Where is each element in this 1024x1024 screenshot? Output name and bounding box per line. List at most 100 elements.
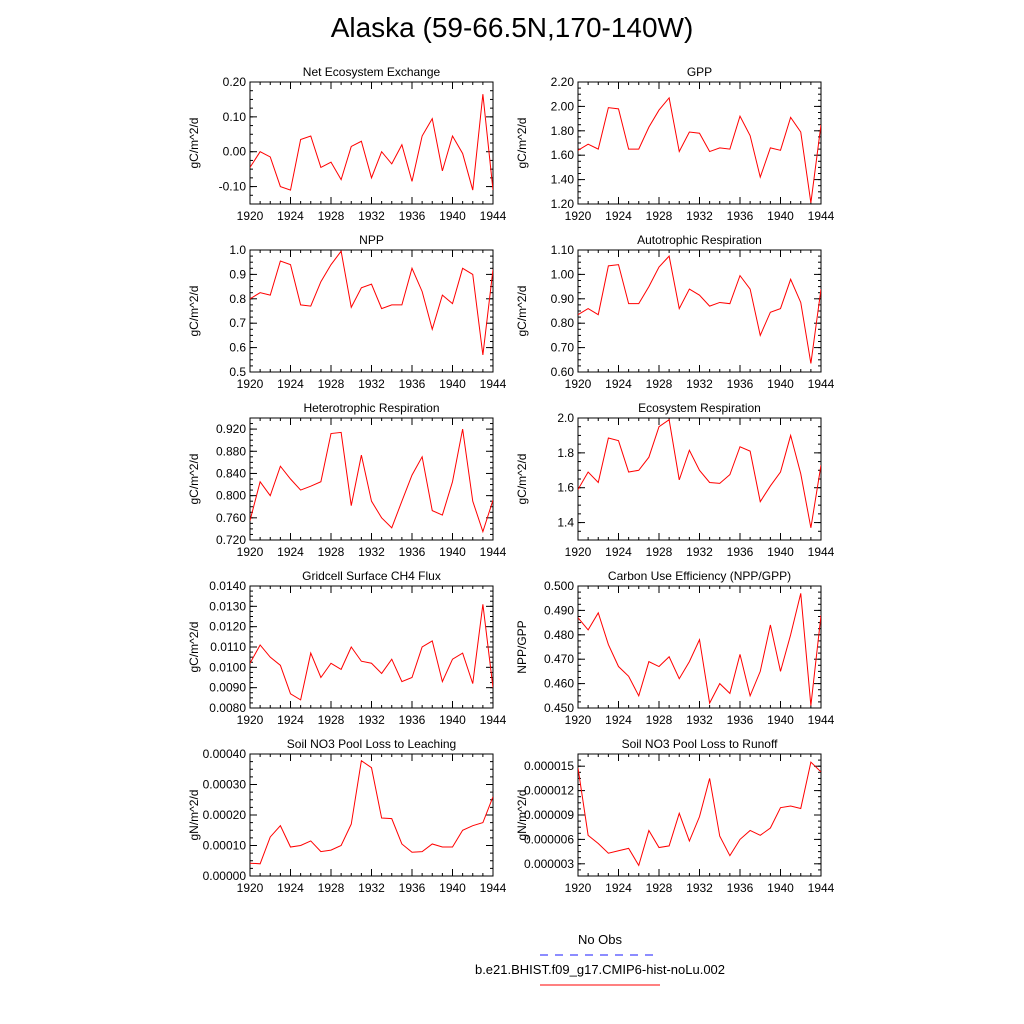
x-tick-label: 1928 [646, 713, 673, 727]
x-tick-label: 1940 [439, 377, 466, 391]
y-tick-label: 0.5 [229, 365, 246, 379]
y-tick-label: 1.80 [551, 124, 575, 138]
x-tick-label: 1940 [439, 713, 466, 727]
y-axis-label: gC/m^2/d [187, 286, 201, 337]
plot-frame [249, 417, 494, 541]
x-tick-label: 1924 [605, 377, 632, 391]
y-tick-label: 0.10 [223, 110, 247, 124]
x-tick-label: 1920 [237, 209, 264, 223]
x-tick-label: 1940 [767, 713, 794, 727]
chart-panel-7: Gridcell Surface CH4 Flux gC/m^2/d 0.0080 0… [187, 569, 507, 727]
y-tick-label: 0.00 [223, 145, 247, 159]
y-tick-label: 1.8 [557, 446, 574, 460]
y-tick-label: 1.60 [551, 148, 575, 162]
x-tick-label: 1928 [646, 377, 673, 391]
x-tick-label: 1920 [565, 545, 592, 559]
x-tick-label: 1944 [808, 713, 835, 727]
y-tick-label: 0.7 [229, 316, 246, 330]
y-tick-label: 0.80 [551, 316, 575, 330]
y-tick-label: 0.000012 [524, 784, 574, 798]
x-tick-label: 1940 [767, 209, 794, 223]
plot-frame [249, 249, 494, 373]
x-tick-label: 1944 [480, 545, 507, 559]
x-tick-label: 1928 [646, 545, 673, 559]
x-tick-label: 1932 [358, 881, 385, 895]
y-tick-label: 0.500 [544, 579, 574, 593]
x-tick-label: 1944 [808, 881, 835, 895]
y-tick-label: 0.0130 [209, 599, 246, 613]
panel-title: Net Ecosystem Exchange [303, 65, 441, 79]
y-tick-label: 0.840 [216, 466, 246, 480]
y-tick-label: 0.0090 [209, 681, 246, 695]
plot-frame [577, 585, 822, 709]
panel-title: GPP [687, 65, 712, 79]
y-axis-label: gN/m^2/d [515, 790, 529, 841]
x-tick-label: 1928 [318, 713, 345, 727]
y-tick-label: 0.490 [544, 603, 574, 617]
x-tick-label: 1944 [480, 377, 507, 391]
panel-title: Carbon Use Efficiency (NPP/GPP) [608, 569, 791, 583]
series-line [578, 593, 821, 706]
y-tick-label: 2.00 [551, 99, 575, 113]
chart-panel-6: Ecosystem Respiration gC/m^2/d 1.4 1.6 1.8 2.… [515, 401, 835, 559]
x-tick-label: 1920 [565, 209, 592, 223]
y-tick-label: 0.70 [551, 341, 575, 355]
x-tick-label: 1936 [727, 209, 754, 223]
x-tick-label: 1936 [399, 545, 426, 559]
x-tick-label: 1944 [808, 545, 835, 559]
y-tick-label: 2.20 [551, 75, 575, 89]
legend-model-label: b.e21.BHIST.f09_g17.CMIP6-hist-noLu.002 [474, 962, 726, 977]
x-tick-label: 1936 [727, 713, 754, 727]
x-tick-label: 1920 [237, 881, 264, 895]
y-tick-label: 0.0140 [209, 579, 246, 593]
legend-obs-label: No Obs [577, 932, 623, 947]
series-line [250, 250, 493, 355]
series-line [250, 94, 493, 191]
y-tick-label: 0.60 [551, 365, 575, 379]
x-tick-label: 1932 [358, 209, 385, 223]
y-tick-label: 0.00010 [203, 839, 247, 853]
y-tick-label: -0.10 [219, 180, 247, 194]
x-tick-label: 1924 [605, 713, 632, 727]
panel-title: Ecosystem Respiration [638, 401, 761, 415]
x-tick-label: 1944 [808, 377, 835, 391]
x-tick-label: 1920 [237, 545, 264, 559]
y-tick-label: 1.00 [551, 267, 575, 281]
y-tick-label: 0.450 [544, 701, 574, 715]
x-tick-label: 1924 [605, 881, 632, 895]
x-tick-label: 1920 [565, 881, 592, 895]
x-tick-label: 1940 [767, 545, 794, 559]
x-tick-label: 1940 [767, 881, 794, 895]
x-tick-label: 1928 [646, 209, 673, 223]
x-tick-label: 1928 [646, 881, 673, 895]
series-line [250, 759, 493, 865]
x-tick-label: 1924 [605, 209, 632, 223]
x-tick-label: 1940 [439, 209, 466, 223]
x-tick-label: 1924 [277, 377, 304, 391]
x-tick-label: 1924 [277, 209, 304, 223]
figure-title: Alaska (59-66.5N,170-140W) [330, 12, 694, 43]
y-tick-label: 0.8 [229, 292, 246, 306]
panel-title: Soil NO3 Pool Loss to Runoff [622, 737, 779, 751]
chart-panel-1: Net Ecosystem Exchange gC/m^2/d -0.10 0.00 0… [187, 65, 507, 223]
panel-title: Autotrophic Respiration [637, 233, 762, 247]
y-tick-label: 0.470 [544, 652, 574, 666]
x-tick-label: 1936 [727, 545, 754, 559]
y-tick-label: 0.20 [223, 75, 247, 89]
panel-title: NPP [359, 233, 384, 247]
y-tick-label: 0.0100 [209, 660, 246, 674]
x-tick-label: 1936 [727, 377, 754, 391]
x-tick-label: 1920 [237, 377, 264, 391]
x-tick-label: 1940 [439, 545, 466, 559]
y-tick-label: 0.000009 [524, 808, 574, 822]
y-axis-label: gC/m^2/d [187, 454, 201, 505]
y-tick-label: 0.6 [229, 341, 246, 355]
x-tick-label: 1928 [318, 209, 345, 223]
series-line [578, 761, 821, 867]
y-tick-label: 0.720 [216, 533, 246, 547]
chart-panel-2: GPP gC/m^2/d 1.20 1.40 1.60 1.80 2.00 2.20 1920 1… [515, 65, 835, 223]
y-tick-label: 0.480 [544, 628, 574, 642]
y-tick-label: 0.000006 [524, 832, 574, 846]
x-tick-label: 1932 [686, 881, 713, 895]
